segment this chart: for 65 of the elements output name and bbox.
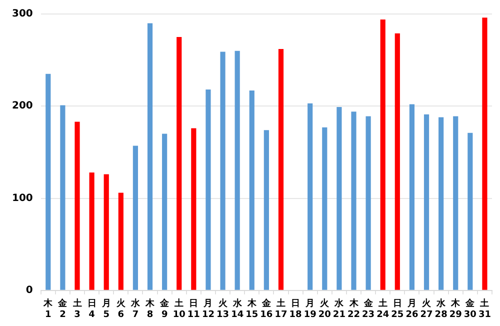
bar xyxy=(132,146,138,290)
bar xyxy=(264,130,269,290)
x-tick-label: 月 26 xyxy=(406,298,418,320)
bar xyxy=(482,18,488,290)
bar xyxy=(191,128,196,290)
bar xyxy=(453,116,458,290)
bar xyxy=(394,33,400,290)
x-tick-label: 木 8 xyxy=(144,298,156,320)
x-tick-label: 金 23 xyxy=(362,298,375,320)
x-tick-label: 日 4 xyxy=(87,298,96,320)
x-tick-label: 木 22 xyxy=(347,298,360,320)
bar xyxy=(46,74,51,290)
x-tick-label: 木 29 xyxy=(449,298,462,320)
bar xyxy=(147,23,153,290)
x-tick-label: 水 7 xyxy=(130,298,141,320)
bar xyxy=(468,132,473,290)
y-tick-label: 0 xyxy=(26,284,33,296)
bar xyxy=(409,104,415,290)
bar xyxy=(336,107,342,290)
x-tick-label: 火 6 xyxy=(116,298,126,320)
bar xyxy=(438,117,444,290)
bar xyxy=(104,174,109,290)
bar xyxy=(380,20,386,290)
bar xyxy=(60,105,66,290)
y-tick-label: 100 xyxy=(12,192,33,204)
x-tick-label: 月 5 xyxy=(100,298,111,320)
bar xyxy=(424,114,430,290)
bar xyxy=(118,192,124,290)
x-tick-label: 日 11 xyxy=(187,298,200,320)
x-tick-label: 金 30 xyxy=(464,298,476,320)
x-tick-label: 木 1 xyxy=(42,298,54,320)
x-tick-label: 金 16 xyxy=(260,298,273,320)
bar xyxy=(89,172,94,290)
x-tick-label: 月 19 xyxy=(304,298,316,320)
x-tick-label: 火 27 xyxy=(420,298,433,320)
x-tick-label: 月 12 xyxy=(202,298,214,320)
bar xyxy=(351,112,356,290)
bar xyxy=(162,134,168,290)
x-tick-label: 土 31 xyxy=(478,298,491,320)
x-tick-label: 日 25 xyxy=(391,298,404,320)
x-tick-label: 日 18 xyxy=(289,298,302,320)
bar xyxy=(234,50,240,290)
bar xyxy=(74,122,80,290)
x-tick-label: 土 10 xyxy=(172,298,186,320)
x-tick-label: 土 17 xyxy=(274,298,288,320)
bar xyxy=(220,52,226,290)
bar xyxy=(176,37,182,290)
x-tick-label: 木 15 xyxy=(246,298,258,320)
x-tick-label: 火 20 xyxy=(318,298,331,320)
x-tick-label: 水 14 xyxy=(231,298,244,320)
x-tick-label: 金 9 xyxy=(159,298,170,320)
bar xyxy=(249,90,254,290)
bar xyxy=(206,90,211,290)
x-tick-label: 水 21 xyxy=(332,298,346,320)
bar xyxy=(366,116,371,290)
y-tick-label: 300 xyxy=(12,8,33,20)
bar xyxy=(322,127,328,290)
y-tick-label: 200 xyxy=(12,100,33,112)
bar xyxy=(278,49,284,290)
x-tick-label: 金 2 xyxy=(57,298,68,320)
x-tick-label: 火 13 xyxy=(216,298,230,320)
x-tick-label: 土 24 xyxy=(376,298,390,320)
x-tick-label: 水 28 xyxy=(434,298,448,320)
x-tick-label: 土 3 xyxy=(72,298,82,320)
bar xyxy=(308,103,313,290)
